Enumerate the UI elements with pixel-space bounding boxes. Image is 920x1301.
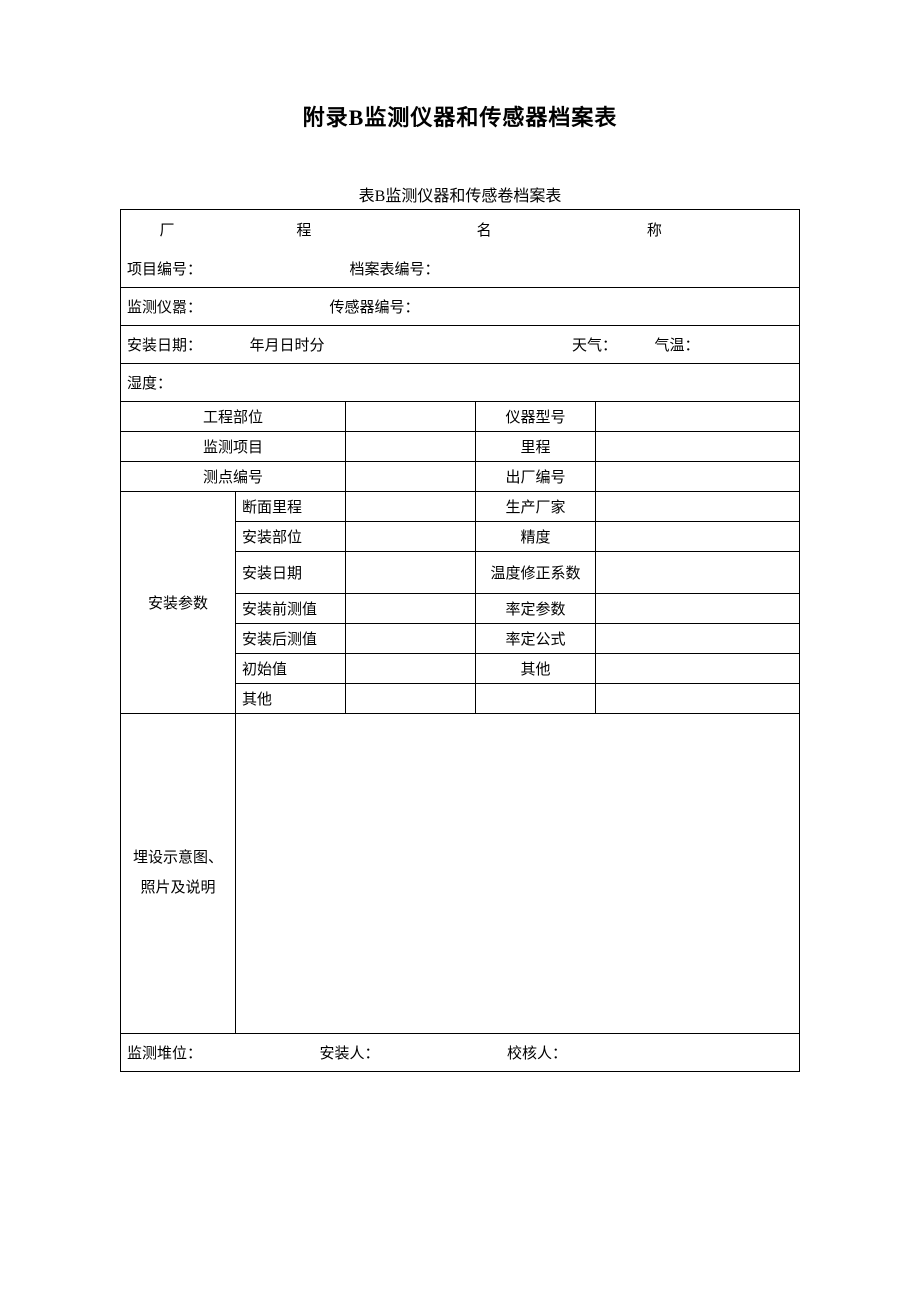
calibration-param-label: 率定参数: [476, 593, 596, 623]
instrument-model-label: 仪器型号: [476, 401, 596, 431]
pre-install-reading-value: [346, 593, 476, 623]
install-part-value: [346, 521, 476, 551]
section-mileage-label: 断面里程: [236, 491, 346, 521]
pre-install-reading-label: 安装前测值: [236, 593, 346, 623]
engineering-part-label: 工程部位: [121, 401, 346, 431]
footer-row: 监测堆位： 安装人： 校核人：: [121, 1033, 800, 1071]
section-mileage-value: [346, 491, 476, 521]
empty-right-label: [476, 683, 596, 713]
point-number-label: 测点编号: [121, 461, 346, 491]
other-left-label: 其他: [236, 683, 346, 713]
project-number-row: 项目编号： 档案表编号：: [121, 250, 800, 288]
engineering-part-value: [346, 401, 476, 431]
document-title: 附录B监测仪器和传感器档案表: [120, 100, 800, 132]
monitor-device-row: 监测仪嚣： 传感器编号：: [121, 287, 800, 325]
post-install-reading-label: 安装后测值: [236, 623, 346, 653]
temp-correction-value: [596, 551, 800, 593]
precision-value: [596, 521, 800, 551]
install-date-row: 安装日期： 年月日时分 天气： 气温：: [121, 325, 800, 363]
factory-number-value: [596, 461, 800, 491]
empty-right-value: [596, 683, 800, 713]
factory-number-label: 出厂编号: [476, 461, 596, 491]
precision-label: 精度: [476, 521, 596, 551]
install-date-param-value: [346, 551, 476, 593]
install-date-param-label: 安装日期: [236, 551, 346, 593]
initial-value-value: [346, 653, 476, 683]
point-number-value: [346, 461, 476, 491]
document-subtitle: 表B监测仪器和传感卷档案表: [120, 182, 800, 206]
manufacturer-value: [596, 491, 800, 521]
diagram-area: [236, 713, 800, 1033]
manufacturer-label: 生产厂家: [476, 491, 596, 521]
diagram-label: 埋设示意图、照片及说明: [121, 713, 236, 1033]
mileage-value: [596, 431, 800, 461]
install-part-label: 安装部位: [236, 521, 346, 551]
install-params-label: 安装参数: [121, 491, 236, 713]
other-left-value: [346, 683, 476, 713]
project-name-header: 厂 程 名 称: [121, 210, 800, 250]
temp-correction-label: 温度修正系数: [476, 551, 596, 593]
initial-value-label: 初始值: [236, 653, 346, 683]
calibration-formula-label: 率定公式: [476, 623, 596, 653]
other-right-label: 其他: [476, 653, 596, 683]
other-right-value: [596, 653, 800, 683]
post-install-reading-value: [346, 623, 476, 653]
calibration-formula-value: [596, 623, 800, 653]
monitor-item-value: [346, 431, 476, 461]
mileage-label: 里程: [476, 431, 596, 461]
humidity-row: 湿度：: [121, 363, 800, 401]
monitor-item-label: 监测项目: [121, 431, 346, 461]
calibration-param-value: [596, 593, 800, 623]
archive-table: 厂 程 名 称 项目编号： 档案表编号： 监测仪嚣： 传感器编号： 安装日期： …: [120, 209, 800, 1072]
instrument-model-value: [596, 401, 800, 431]
